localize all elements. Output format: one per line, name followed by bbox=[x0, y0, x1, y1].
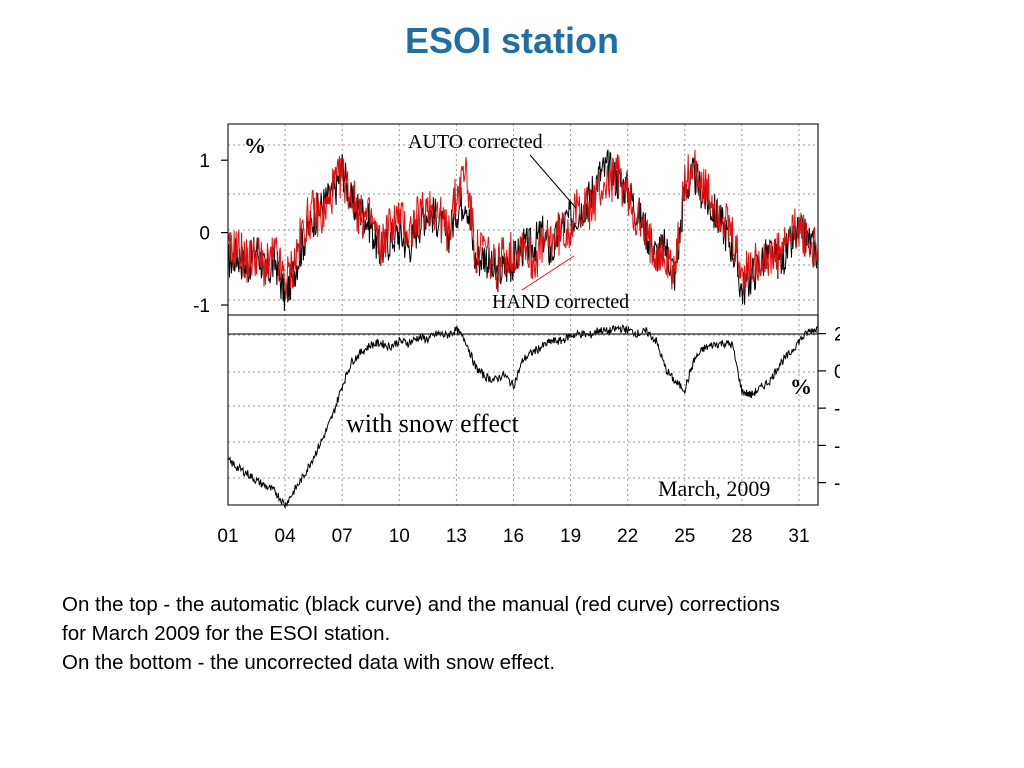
top-panel-frame bbox=[227, 123, 819, 335]
top-y-axis-label: % bbox=[244, 133, 266, 158]
bottom-panel-frame bbox=[227, 314, 819, 506]
y-tick-label: 0 bbox=[834, 362, 840, 383]
hand-corrected-label: HAND corrected bbox=[492, 291, 629, 313]
snow-effect-label: with snow effect bbox=[346, 409, 520, 438]
x-tick-label: 10 bbox=[389, 526, 410, 547]
x-tick-label: 13 bbox=[446, 526, 467, 547]
top-panel-series bbox=[227, 149, 819, 312]
x-tick-label: 01 bbox=[217, 526, 238, 547]
x-tick-label: 25 bbox=[674, 526, 695, 547]
x-axis-ticks: 01 04 07 10 13 16 19 22 25 28 31 bbox=[217, 526, 809, 547]
slide-title: ESOI station bbox=[404, 20, 620, 61]
caption-line: On the top - the automatic (black curve)… bbox=[62, 593, 780, 616]
y-tick-label: -2 bbox=[834, 399, 840, 420]
auto-corrected-pointer bbox=[529, 154, 577, 209]
x-tick-label: 31 bbox=[788, 526, 809, 547]
auto-corrected-label: AUTO corrected bbox=[408, 131, 543, 153]
series-line-hand-corrected bbox=[227, 149, 819, 300]
y-tick-label: 2 bbox=[834, 325, 840, 346]
bottom-panel-series bbox=[227, 323, 819, 510]
date-annotation: March, 2009 bbox=[658, 476, 770, 501]
x-tick-label: 16 bbox=[503, 526, 524, 547]
y-tick-label: 0 bbox=[199, 224, 210, 245]
y-tick-label: -6 bbox=[834, 474, 840, 495]
bottom-y-axis-label: % bbox=[790, 374, 812, 399]
y-tick-label: -4 bbox=[834, 436, 840, 457]
caption-line: On the bottom - the uncorrected data wit… bbox=[62, 651, 556, 674]
caption-line: for March 2009 for the ESOI station. bbox=[62, 622, 391, 645]
series-line-with-snow-effect bbox=[227, 323, 819, 510]
x-tick-label: 04 bbox=[275, 526, 297, 547]
hand-corrected-pointer bbox=[521, 255, 575, 291]
bottom-y-axis-ticks: 2 0 -2 -4 -6 bbox=[818, 325, 840, 495]
figure-caption: On the top - the automatic (black curve)… bbox=[62, 590, 982, 677]
x-tick-label: 28 bbox=[731, 526, 752, 547]
x-tick-label: 22 bbox=[617, 526, 638, 547]
y-tick-label: 1 bbox=[199, 151, 210, 172]
y-tick-label: -1 bbox=[193, 296, 210, 317]
x-tick-label: 19 bbox=[560, 526, 581, 547]
x-tick-label: 07 bbox=[332, 526, 353, 547]
top-y-axis-ticks: 1 0 -1 bbox=[193, 151, 228, 317]
